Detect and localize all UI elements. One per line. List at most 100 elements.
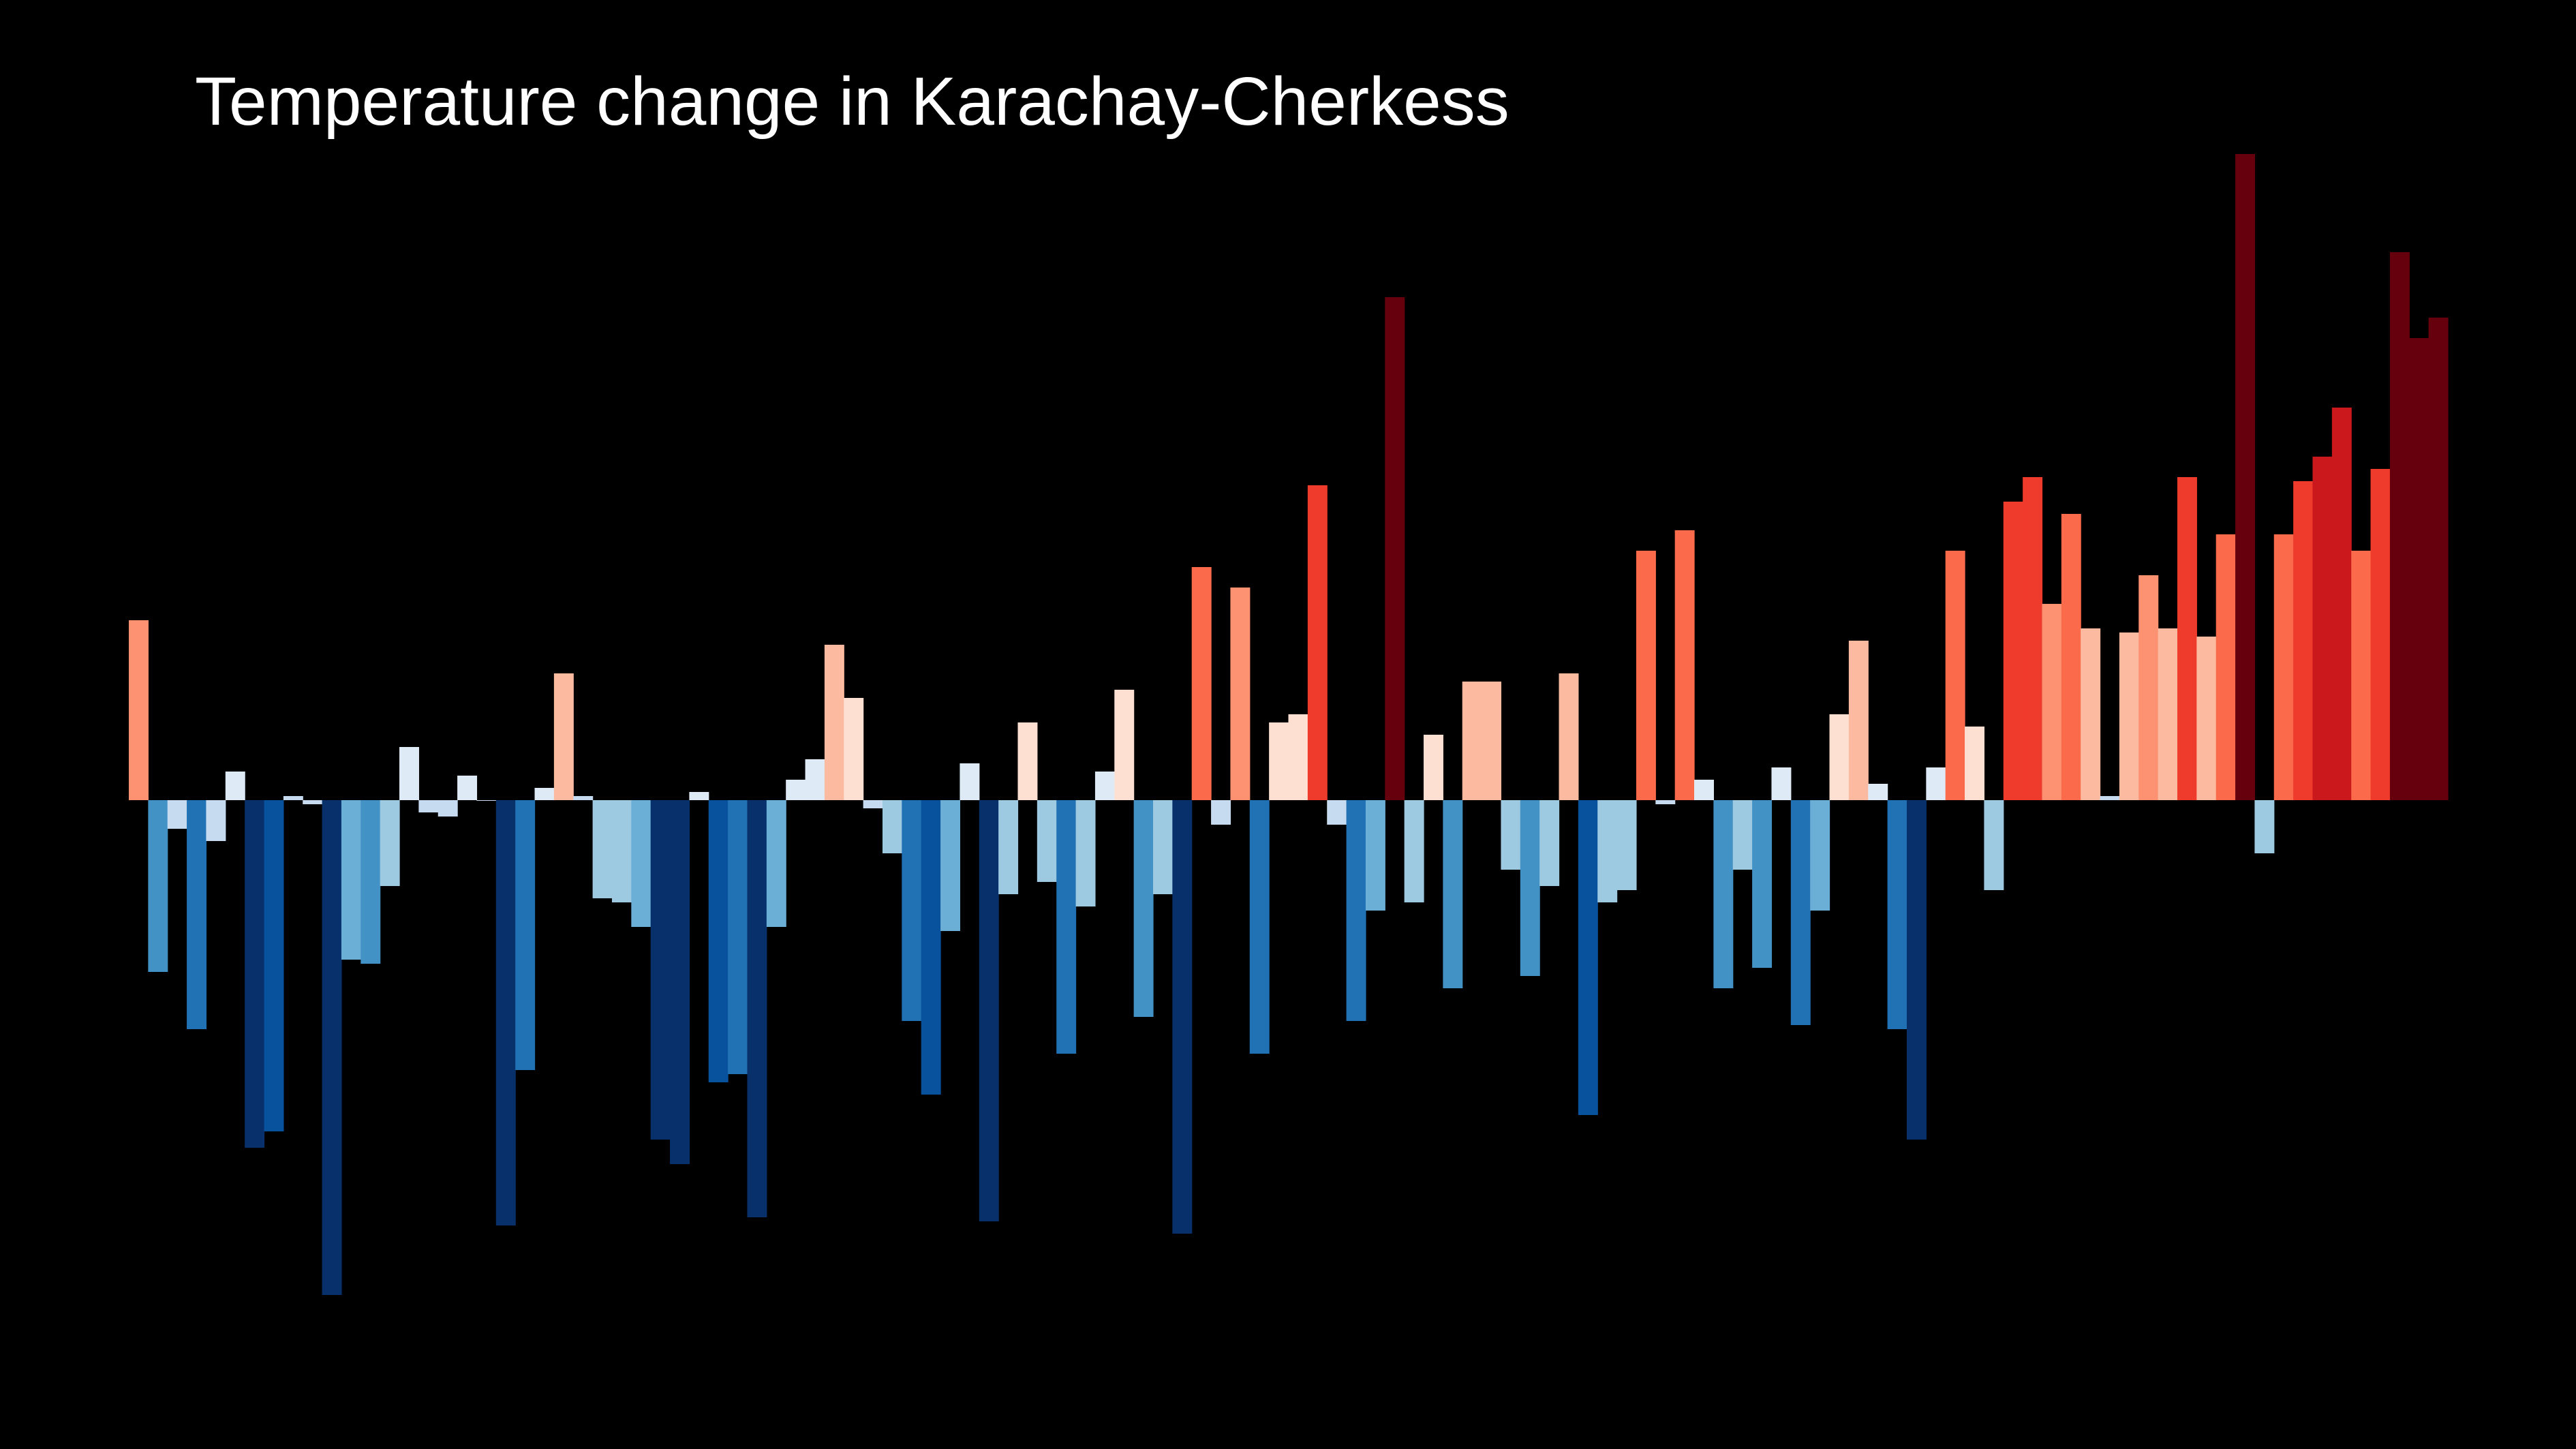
bar [1462, 682, 1482, 800]
bar [1211, 800, 1231, 825]
bar [1094, 772, 1115, 800]
bar [1771, 767, 1792, 800]
bar [1616, 800, 1637, 890]
bar [2023, 477, 2043, 800]
bar [2293, 481, 2314, 800]
bar [1346, 800, 1366, 1021]
bar [1037, 800, 1057, 882]
bar [2273, 534, 2294, 800]
bar [940, 800, 961, 931]
bar [1307, 485, 1328, 800]
bar [1829, 714, 1850, 800]
bar [1424, 735, 1443, 800]
bar [129, 620, 149, 800]
bar [187, 800, 207, 1029]
bar [341, 800, 361, 960]
bar [1868, 784, 1888, 800]
bar [1443, 800, 1463, 988]
bar [844, 698, 864, 800]
bar [1133, 800, 1154, 1017]
bar [1810, 800, 1830, 911]
bar [1520, 800, 1540, 976]
bar [863, 800, 883, 808]
bar [399, 747, 419, 800]
bar [689, 792, 709, 800]
bar [1172, 800, 1193, 1234]
bar [1636, 551, 1656, 800]
bar [167, 800, 187, 829]
bar [979, 800, 999, 1221]
bar [902, 800, 922, 1021]
bar [960, 763, 980, 800]
bar [1655, 800, 1676, 804]
bar [573, 796, 594, 800]
bar [1365, 800, 1385, 911]
bar [2158, 628, 2178, 800]
bar [495, 800, 516, 1225]
bar [2409, 338, 2429, 800]
bar [2119, 632, 2139, 800]
bar [747, 800, 767, 1217]
bar [766, 800, 786, 927]
bar [418, 800, 439, 812]
bar [1017, 722, 1038, 800]
bar-series [129, 154, 2449, 1295]
bar [728, 800, 748, 1074]
bar [708, 800, 729, 1082]
bar [1056, 800, 1077, 1054]
bar [1075, 800, 1096, 906]
bar [1790, 800, 1811, 1025]
bar [592, 800, 613, 898]
bar [2389, 252, 2410, 800]
bar [1578, 800, 1598, 1115]
bar [631, 800, 651, 927]
bar [2196, 637, 2217, 800]
bar [1732, 800, 1753, 870]
bar [322, 800, 342, 1295]
bar [225, 772, 245, 800]
bar [2312, 457, 2333, 800]
bar [650, 800, 671, 1140]
bar [2100, 796, 2120, 800]
bar [2254, 800, 2275, 853]
bar [1694, 780, 1714, 800]
bar [1906, 800, 1927, 1140]
bar [1887, 800, 1907, 1029]
bar [2061, 514, 2081, 800]
bar [1713, 800, 1734, 988]
bar [1230, 588, 1251, 800]
bar [921, 800, 941, 1095]
bar [245, 800, 265, 1148]
bar [1597, 800, 1618, 902]
bar [515, 800, 536, 1070]
bar [2428, 318, 2449, 800]
bar [1482, 682, 1502, 800]
bar [283, 796, 303, 800]
bar [2235, 154, 2256, 800]
bar [206, 800, 226, 841]
bar [2003, 502, 2023, 800]
bar [1404, 800, 1424, 902]
bar [438, 800, 458, 817]
bar [824, 645, 844, 800]
bar [2177, 477, 2197, 800]
bar [1501, 800, 1521, 870]
bar [476, 800, 497, 801]
bar [2138, 575, 2159, 800]
bar [1559, 673, 1579, 800]
bar [2081, 628, 2101, 800]
chart-title: Temperature change in Karachay-Cherkess [195, 63, 1509, 140]
bar [457, 776, 478, 800]
bar [1327, 800, 1347, 825]
bar [1965, 727, 1984, 800]
bar [148, 800, 168, 972]
bar [1926, 767, 1946, 800]
bar [534, 788, 555, 800]
bar [2042, 604, 2062, 800]
bar [1984, 800, 2004, 890]
bar [1114, 690, 1135, 800]
bar [2351, 551, 2372, 800]
bar [998, 800, 1019, 894]
bar [611, 800, 632, 902]
